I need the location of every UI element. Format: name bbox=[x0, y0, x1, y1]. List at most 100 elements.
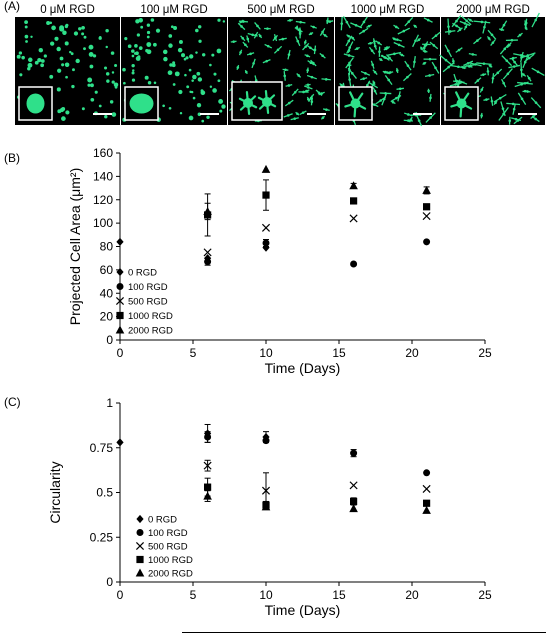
circle-marker bbox=[116, 283, 124, 290]
circle-marker bbox=[423, 238, 431, 246]
x-tick-label: 0 bbox=[117, 346, 124, 360]
y-tick-label: 60 bbox=[100, 263, 114, 277]
cell-cluster bbox=[16, 20, 119, 121]
x-tick-label: 10 bbox=[259, 588, 273, 602]
circle-marker bbox=[136, 529, 144, 536]
concentration-label: 0 μM RGD bbox=[40, 4, 95, 16]
x-axis-label: Time (Days) bbox=[265, 602, 341, 618]
x-tick-label: 20 bbox=[405, 346, 419, 360]
square-marker bbox=[204, 483, 212, 491]
legend-entry: 2000 RGD bbox=[128, 326, 173, 337]
series-0-rgd bbox=[116, 237, 124, 246]
y-tick-label: 20 bbox=[100, 310, 114, 324]
concentration-label: 100 μM RGD bbox=[140, 4, 207, 16]
diamond-marker bbox=[262, 243, 270, 252]
inset-cell bbox=[238, 89, 277, 116]
series-1000-rgd bbox=[204, 179, 431, 237]
series-500-rgd bbox=[203, 212, 431, 257]
circle-marker bbox=[350, 260, 358, 268]
triangle-marker bbox=[203, 206, 212, 215]
x-tick-label: 0 bbox=[117, 588, 124, 602]
inset-frame bbox=[231, 81, 283, 121]
diamond-marker bbox=[204, 254, 212, 263]
x-tick-label: 15 bbox=[332, 346, 346, 360]
y-tick-label: 0.5 bbox=[96, 486, 113, 500]
diamond-marker bbox=[116, 438, 124, 447]
x-tick-label: 5 bbox=[190, 346, 197, 360]
triangle-marker bbox=[135, 568, 145, 577]
y-tick-label: 1 bbox=[106, 396, 113, 410]
x-marker bbox=[203, 461, 212, 470]
x-tick-label: 5 bbox=[190, 588, 197, 602]
y-tick-label: 160 bbox=[93, 146, 113, 160]
square-marker bbox=[262, 191, 270, 199]
square-marker bbox=[423, 499, 431, 507]
inset-cell bbox=[26, 93, 45, 114]
triangle-marker bbox=[115, 325, 125, 334]
legend-entry: 100 RGD bbox=[128, 282, 168, 293]
triangle-marker bbox=[349, 181, 358, 190]
cell-area-chart: (B) 0 20 40 60 80 100 120 140 160 0 5 10 15 20 25 Time (… bbox=[4, 146, 492, 376]
legend-entry: 100 RGD bbox=[148, 528, 188, 539]
x-tick-label: 25 bbox=[478, 346, 492, 360]
series-0-rgd bbox=[116, 423, 270, 447]
cell-cluster bbox=[439, 12, 545, 125]
circle-marker bbox=[350, 449, 358, 457]
concentration-label: 500 μM RGD bbox=[247, 4, 314, 16]
legend-entry: 500 RGD bbox=[128, 297, 168, 308]
y-tick-label: 80 bbox=[100, 240, 114, 254]
panel-letter: (C) bbox=[4, 395, 21, 409]
micrograph-strip: 0 μM RGD 100 μM RGD 500 μM RGD 1000 μM RGD 2… bbox=[15, 4, 545, 127]
x-marker bbox=[349, 481, 358, 490]
x-marker bbox=[261, 486, 271, 495]
cell-cluster bbox=[335, 15, 441, 127]
x-marker bbox=[261, 223, 271, 232]
diamond-marker bbox=[116, 267, 124, 277]
x-tick-label: 15 bbox=[332, 588, 346, 602]
y-tick-label: 100 bbox=[93, 216, 113, 230]
panel-letter: (B) bbox=[4, 151, 20, 165]
series-500-rgd bbox=[203, 459, 431, 510]
y-axis-label: Circularity bbox=[47, 461, 63, 523]
inset-cell bbox=[344, 91, 367, 118]
y-axis-label: Projected Cell Area (μm²) bbox=[67, 168, 83, 325]
concentration-label: 1000 μM RGD bbox=[351, 4, 425, 16]
inset-cell bbox=[129, 93, 154, 114]
square-marker bbox=[423, 203, 431, 211]
square-marker bbox=[350, 197, 358, 205]
legend-entry: 0 RGD bbox=[148, 515, 177, 526]
circle-marker bbox=[204, 433, 212, 441]
x-marker bbox=[135, 541, 145, 551]
triangle-marker bbox=[261, 502, 271, 511]
triangle-marker bbox=[349, 504, 358, 513]
series-100-rgd bbox=[204, 431, 431, 477]
inset-cell bbox=[450, 91, 473, 118]
legend-entry: 1000 RGD bbox=[148, 555, 193, 566]
square-marker bbox=[116, 311, 124, 320]
y-tick-label: 140 bbox=[93, 169, 113, 183]
series-2000-rgd bbox=[203, 164, 431, 221]
diamond-marker bbox=[136, 514, 144, 524]
triangle-marker bbox=[261, 164, 271, 173]
series-1000-rgd bbox=[204, 477, 431, 510]
diamond-marker bbox=[116, 237, 124, 246]
y-tick-label: 0 bbox=[106, 333, 113, 347]
y-tick-label: 120 bbox=[93, 193, 113, 207]
x-axis-label: Time (Days) bbox=[265, 360, 341, 376]
legend: 0 RGD 100 RGD 500 RGD 1000 RGD 2000 RGD bbox=[135, 514, 193, 580]
circle-marker bbox=[262, 437, 270, 445]
square-marker bbox=[136, 555, 144, 564]
x-marker bbox=[203, 248, 212, 257]
x-marker bbox=[422, 484, 431, 493]
circle-marker bbox=[423, 469, 431, 477]
concentration-label: 2000 μM RGD bbox=[456, 4, 530, 16]
x-marker bbox=[115, 296, 125, 306]
legend: 0 RGD 100 RGD 500 RGD 1000 RGD 2000 RGD bbox=[115, 267, 173, 337]
legend-entry: 500 RGD bbox=[148, 542, 188, 553]
triangle-marker bbox=[422, 505, 431, 514]
x-marker bbox=[349, 214, 358, 223]
triangle-marker bbox=[203, 491, 212, 500]
y-tick-label: 0 bbox=[106, 575, 113, 589]
square-marker bbox=[350, 497, 358, 506]
